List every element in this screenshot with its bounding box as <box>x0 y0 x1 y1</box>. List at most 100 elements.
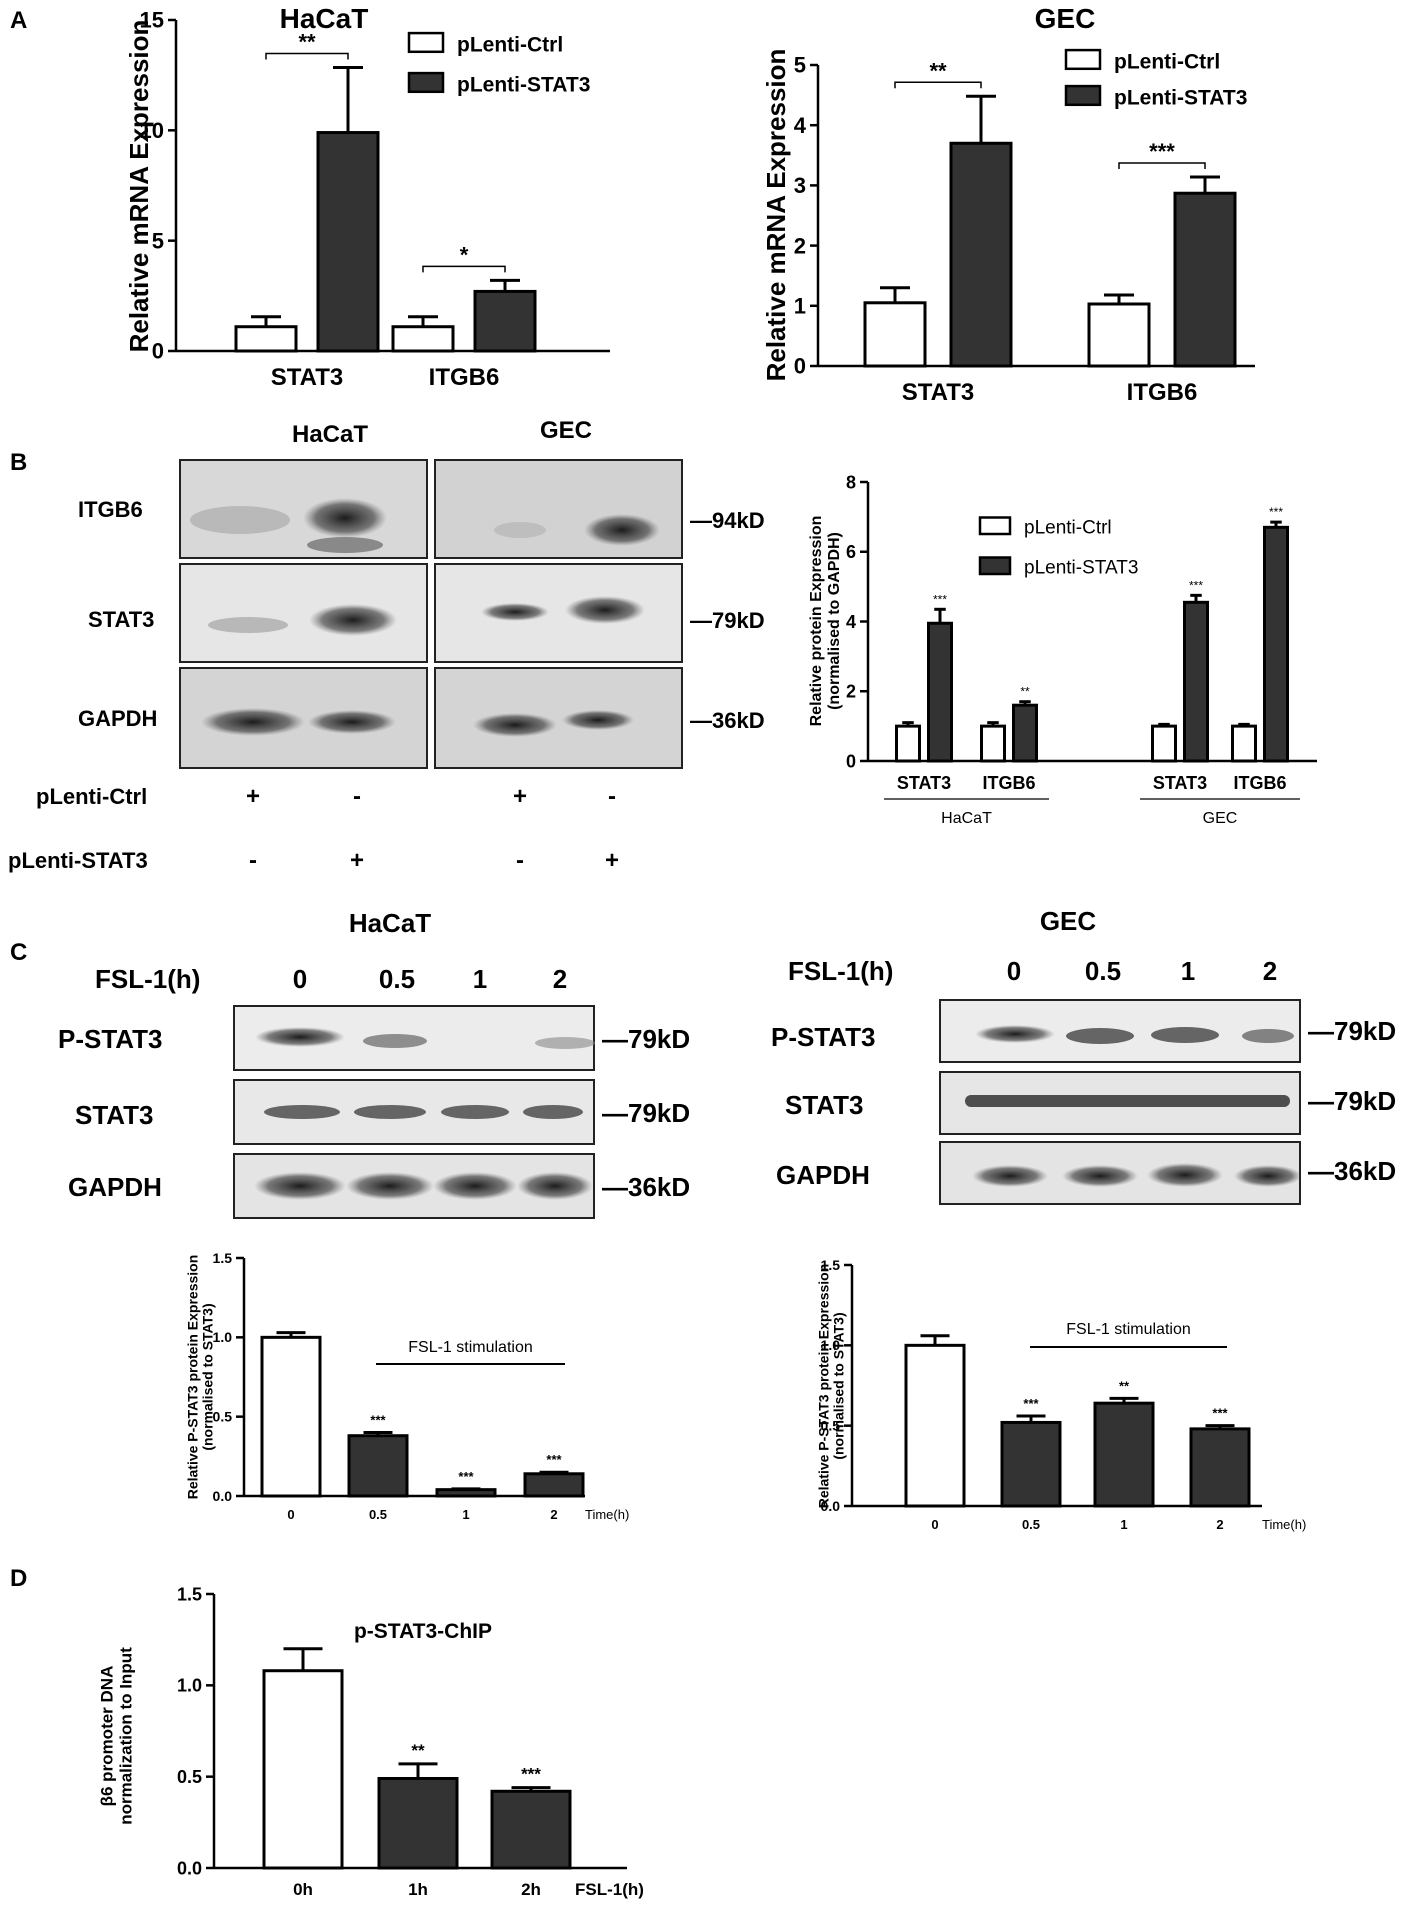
c-hacat-y-tick-label: 1.5 <box>213 1250 233 1266</box>
c-hacat-y-tick-label: 0.5 <box>213 1409 233 1425</box>
a-hacat-y-tick-label: 5 <box>152 228 164 253</box>
c-hacat-y-tick-label: 0.0 <box>213 1488 233 1504</box>
blot-c-gec-time-label: FSL-1(h) <box>788 956 893 986</box>
blot-b-hacat-gapdh <box>179 667 428 769</box>
a-gec-ctrl-bar <box>863 301 927 368</box>
panel-label-a: A <box>10 7 27 34</box>
a-gec-legend-label: pLenti-Ctrl <box>1114 50 1220 73</box>
a-hacat-sig-label: * <box>460 242 469 267</box>
a-gec-ctrl-bar <box>1087 302 1151 368</box>
a-hacat-sig-label: ** <box>298 29 316 54</box>
blot-c-gec-row-gapdh: GAPDH <box>776 1160 870 1190</box>
b-protein-sig-label: *** <box>1269 505 1283 519</box>
d-chip-y-tick-label: 0.5 <box>177 1767 202 1787</box>
c-gec-sig-label: ** <box>1119 1378 1130 1393</box>
d-chip-y-axis-label: β6 promoter DNA <box>98 1666 117 1807</box>
blot-b-row-stat3: STAT3 <box>88 607 154 632</box>
blot-b-sign: + <box>513 783 527 810</box>
blot-c-gec-weight: —79kD <box>1308 1016 1396 1046</box>
a-gec-sig-label: ** <box>929 58 947 83</box>
blot-b-title-gec: GEC <box>540 417 592 444</box>
c-gec-x-tick-label: 0 <box>931 1517 938 1532</box>
a-hacat-stat3-bar <box>316 131 380 353</box>
a-gec-stat3-bar <box>949 141 1013 368</box>
blot-c-hacat-weight: —79kD <box>602 1098 690 1128</box>
blot-b-weight-36: —36kD <box>690 708 765 733</box>
d-chip-x-tick-label: 1h <box>408 1880 428 1899</box>
c-gec-sig-label: *** <box>1212 1406 1228 1421</box>
a-gec-y-tick-label: 2 <box>794 233 806 258</box>
blot-c-hacat-time: 0 <box>293 964 307 994</box>
a-hacat-stat3-bar <box>473 289 537 353</box>
c-gec-x-tick-label: 2 <box>1216 1517 1223 1532</box>
c-hacat-y-tick-label: 1.0 <box>213 1329 233 1345</box>
blot-c-gec-time: 0.5 <box>1085 956 1121 986</box>
b-protein-x-tick-label: ITGB6 <box>982 773 1035 793</box>
c-hacat-x-tick-label: 2 <box>550 1507 557 1522</box>
c-gec-x-axis-label: Time(h) <box>1262 1517 1306 1532</box>
western-blot-c-gec: GEC FSL-1(h) 0 0.5 1 2 P-STAT3 STAT3 GAP… <box>771 906 1396 1205</box>
blot-c-hacat-row-pstat3: P-STAT3 <box>58 1024 162 1054</box>
c-hacat-x-axis-label: Time(h) <box>585 1507 629 1522</box>
b-protein-ctrl-bar <box>1151 724 1177 763</box>
b-protein-sig-label: *** <box>933 592 947 606</box>
b-protein-y-tick-label: 2 <box>846 682 856 702</box>
a-gec-legend-label: pLenti-STAT3 <box>1114 86 1247 109</box>
a-gec-legend-swatch <box>1064 84 1102 107</box>
a-gec-y-tick-label: 3 <box>794 173 806 198</box>
a-hacat-y-tick-label: 10 <box>140 118 164 143</box>
b-protein-y-axis-label: Relative protein Expression <box>808 516 825 727</box>
blot-c-gec-weight: —79kD <box>1308 1086 1396 1116</box>
blot-c-hacat-weight: —36kD <box>602 1172 690 1202</box>
d-chip-title: p-STAT3-ChIP <box>354 1620 492 1643</box>
a-hacat-sig-bracket <box>265 52 349 60</box>
b-protein-x-tick-label: ITGB6 <box>1233 773 1286 793</box>
blot-b-hacat-itgb6 <box>179 459 428 559</box>
b-protein-ctrl-bar <box>980 724 1006 763</box>
blot-b-hacat-stat3 <box>179 563 428 663</box>
c-hacat-stimulation-label: FSL-1 stimulation <box>408 1339 533 1356</box>
b-protein-y-tick-label: 6 <box>846 542 856 562</box>
a-hacat-legend-swatch <box>407 71 445 94</box>
blot-c-gec-row-pstat3: P-STAT3 <box>771 1022 875 1052</box>
western-blot-b: HaCaT GEC ITGB6 STAT3 GAPDH <box>8 417 765 874</box>
blot-c-gec-weight: —36kD <box>1308 1156 1396 1186</box>
c-gec-bar <box>1189 1427 1251 1508</box>
c-gec-x-tick-label: 1 <box>1120 1517 1127 1532</box>
panel-label-b: B <box>10 449 27 476</box>
c-gec-y-axis-label: (normalised to STAT3) <box>831 1312 847 1459</box>
c-gec-y-tick-label: 0.0 <box>821 1498 841 1514</box>
blot-b-row-gapdh: GAPDH <box>78 706 157 731</box>
blot-b-gec-itgb6 <box>434 459 683 559</box>
blot-c-hacat-row-stat3: STAT3 <box>75 1100 153 1130</box>
a-hacat-x-tick-label: STAT3 <box>271 364 343 391</box>
a-gec-stat3-bar <box>1173 191 1237 368</box>
blot-b-title-hacat: HaCaT <box>292 421 368 448</box>
c-hacat-x-tick-label: 0.5 <box>369 1507 387 1522</box>
c-gec-y-tick-label: 1.0 <box>821 1337 841 1353</box>
c-hacat-bar <box>523 1472 585 1498</box>
c-hacat-sig-label: *** <box>370 1413 386 1428</box>
blot-c-hacat-time-label: FSL-1(h) <box>95 964 200 994</box>
blot-b-condition-stat3: pLenti-STAT3 <box>8 848 148 873</box>
c-hacat-sig-label: *** <box>546 1452 562 1467</box>
chart-d-chip: 0.0 0.5 1.0 1.5 β6 promoter DNA normalization… <box>98 1584 644 1899</box>
blot-c-gec-time: 1 <box>1181 956 1195 986</box>
blot-b-weight-94: —94kD <box>690 508 765 533</box>
a-gec-y-tick-label: 1 <box>794 294 806 319</box>
blot-b-row-itgb6: ITGB6 <box>78 497 143 522</box>
d-chip-bar <box>490 1789 572 1870</box>
blot-b-sign: - <box>353 783 361 810</box>
d-chip-x-tick-label: 0h <box>293 1880 313 1899</box>
d-chip-bar <box>262 1669 344 1870</box>
a-hacat-legend-label: pLenti-STAT3 <box>457 73 590 96</box>
c-hacat-x-tick-label: 0 <box>287 1507 294 1522</box>
a-gec-sig-bracket <box>1118 162 1206 169</box>
a-gec-x-tick-label: STAT3 <box>902 379 974 406</box>
b-protein-x-tick-label: STAT3 <box>1153 773 1207 793</box>
c-hacat-x-tick-label: 1 <box>462 1507 469 1522</box>
b-protein-x-tick-label: STAT3 <box>897 773 951 793</box>
